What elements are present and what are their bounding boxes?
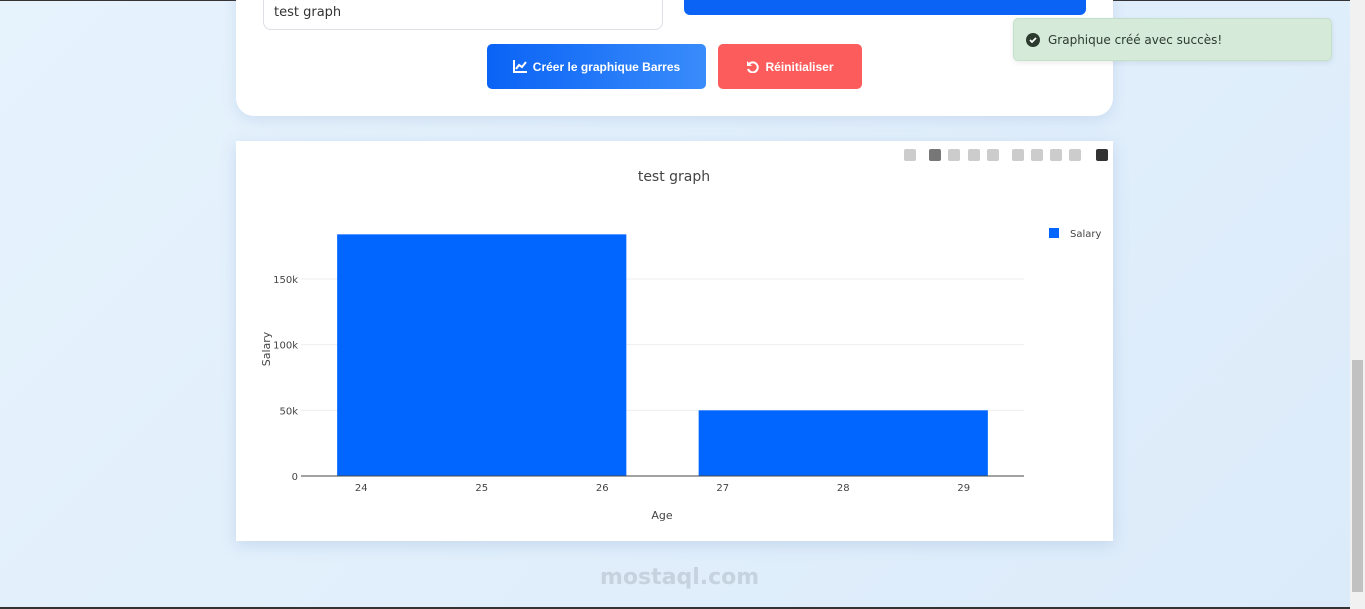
y-tick-label: 0 (292, 472, 298, 483)
x-tick-label: 26 (596, 483, 609, 494)
x-tick-label: 28 (837, 483, 850, 494)
y-tick-label: 100k (273, 341, 298, 352)
reset-axes-icon[interactable] (1069, 149, 1081, 161)
legend-label[interactable]: Salary (1070, 229, 1101, 240)
bar[interactable] (698, 410, 988, 476)
pan-icon[interactable] (948, 149, 960, 161)
x-tick-label: 29 (957, 483, 970, 494)
y-tick-label: 150k (273, 275, 298, 286)
toast-message: Graphique créé avec succès! (1048, 32, 1223, 47)
x-axis-label: Age (651, 509, 673, 522)
create-chart-button[interactable]: Créer le graphique Barres (487, 44, 706, 89)
undo-icon (747, 61, 760, 73)
mostaql-watermark: mostaql.com (600, 565, 760, 590)
box-select-icon[interactable] (968, 149, 980, 161)
reset-label: Réinitialiser (765, 59, 834, 74)
line-chart-icon (512, 60, 527, 73)
x-tick-label: 25 (475, 483, 488, 494)
x-tick-label: 24 (355, 483, 368, 494)
plotly-logo-icon[interactable] (1096, 149, 1108, 161)
zoom-icon[interactable] (929, 149, 941, 161)
zoom-in-icon[interactable] (1012, 149, 1024, 161)
legend-swatch[interactable] (1049, 228, 1059, 238)
reset-button[interactable]: Réinitialiser (718, 44, 862, 89)
x-tick-label: 27 (716, 483, 729, 494)
scrollbar-thumb[interactable] (1352, 360, 1363, 592)
zoom-out-icon[interactable] (1031, 149, 1043, 161)
camera-icon[interactable] (904, 149, 916, 161)
y-tick-label: 50k (279, 406, 298, 417)
form-blue-bar (684, 0, 1086, 15)
modebar (904, 149, 1108, 161)
lasso-select-icon[interactable] (987, 149, 999, 161)
graph-title-input[interactable]: test graph (263, 0, 663, 30)
autoscale-icon[interactable] (1050, 149, 1062, 161)
chart-card: test graph 0 50k 100k 150k 24 25 26 27 28 29 Age … (236, 141, 1113, 541)
chart-title: test graph (638, 169, 710, 185)
y-axis-label: Salary (260, 331, 273, 366)
check-circle-icon (1026, 32, 1040, 47)
success-toast: Graphique créé avec succès! (1013, 18, 1332, 61)
create-chart-label: Créer le graphique Barres (532, 59, 681, 74)
bar[interactable] (337, 234, 627, 476)
bottom-edge (0, 607, 1350, 609)
